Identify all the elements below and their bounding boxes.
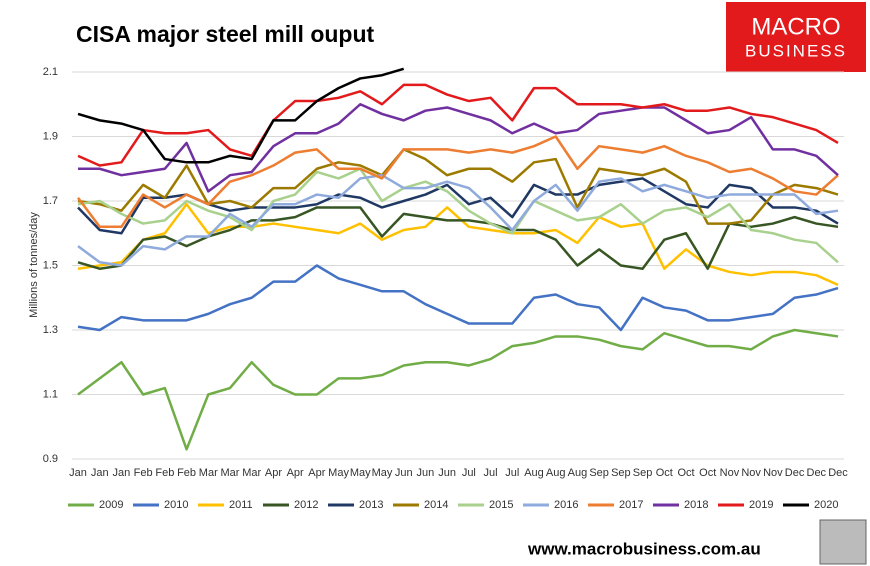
legend-label: 2014 xyxy=(424,499,448,511)
x-tick-label: Apr xyxy=(308,467,325,479)
chart-title: CISA major steel mill ouput xyxy=(76,21,375,47)
y-tick-label: 1.3 xyxy=(43,324,58,336)
x-tick-label: Nov xyxy=(720,467,740,479)
line xyxy=(77,264,839,332)
x-tick-label: Jun xyxy=(438,467,456,479)
legend-label: 2019 xyxy=(749,499,773,511)
x-tick-label: Oct xyxy=(699,467,716,479)
x-tick-label: Sep xyxy=(589,467,609,479)
x-tick-label: Oct xyxy=(677,467,694,479)
line xyxy=(77,202,839,286)
x-tick-label: Dec xyxy=(785,467,805,479)
x-tick-label: Apr xyxy=(287,467,304,479)
x-tick-label: Sep xyxy=(611,467,631,479)
x-tick-label: Jan xyxy=(91,467,109,479)
x-tick-label: Jun xyxy=(395,467,413,479)
x-tick-label: Aug xyxy=(524,467,544,479)
x-tick-label: Jan xyxy=(69,467,87,479)
y-tick-label: 1.1 xyxy=(43,388,58,400)
y-tick-label: 2.1 xyxy=(43,66,58,78)
legend-label: 2009 xyxy=(99,499,123,511)
legend-label: 2020 xyxy=(814,499,838,511)
x-tick-label: May xyxy=(328,467,349,479)
x-tick-label: Nov xyxy=(741,467,761,479)
x-tick-label: Apr xyxy=(265,467,282,479)
logo-box xyxy=(726,2,866,72)
x-tick-label: Mar xyxy=(242,467,261,479)
x-tick-label: Aug xyxy=(546,467,566,479)
x-tick-label: Mar xyxy=(199,467,218,479)
line xyxy=(77,206,839,270)
legend-label: 2012 xyxy=(294,499,318,511)
x-tick-label: Jul xyxy=(505,467,519,479)
legend-label: 2018 xyxy=(684,499,708,511)
x-tick-label: Aug xyxy=(568,467,588,479)
x-tick-label: Feb xyxy=(177,467,196,479)
y-axis-label: Millions of tonnes/day xyxy=(28,212,40,318)
y-tick-label: 1.9 xyxy=(43,130,58,142)
line xyxy=(77,67,405,164)
x-tick-label: May xyxy=(372,467,393,479)
source: www.macrobusiness.com.au xyxy=(527,539,761,558)
x-tick-label: Sep xyxy=(633,467,653,479)
x-tick-label: Dec xyxy=(828,467,848,479)
line xyxy=(77,83,839,167)
legend-label: 2015 xyxy=(489,499,513,511)
x-tick-label: May xyxy=(350,467,371,479)
legend-label: 2017 xyxy=(619,499,643,511)
y-tick-label: 1.7 xyxy=(43,195,58,207)
legend-label: 2010 xyxy=(164,499,188,511)
logo-text: MACRO xyxy=(751,13,840,40)
x-tick-label: Nov xyxy=(763,467,783,479)
line xyxy=(77,148,839,225)
x-tick-label: Jun xyxy=(417,467,435,479)
logo-icon xyxy=(819,519,867,565)
x-tick-label: Feb xyxy=(134,467,153,479)
x-tick-label: Feb xyxy=(155,467,174,479)
legend-label: 2013 xyxy=(359,499,383,511)
line xyxy=(77,167,839,264)
x-tick-label: Oct xyxy=(656,467,673,479)
y-tick-label: 0.9 xyxy=(43,453,58,465)
x-tick-label: Jul xyxy=(484,467,498,479)
legend-label: 2011 xyxy=(229,499,253,511)
line xyxy=(77,173,839,267)
line xyxy=(77,328,839,451)
line xyxy=(78,103,839,193)
line xyxy=(76,135,839,229)
logo-text: BUSINESS xyxy=(745,41,847,60)
x-tick-label: Jul xyxy=(462,467,476,479)
x-tick-label: Jan xyxy=(113,467,131,479)
x-tick-label: Mar xyxy=(221,467,240,479)
x-tick-label: Dec xyxy=(807,467,827,479)
legend-label: 2016 xyxy=(554,499,578,511)
y-tick-label: 1.5 xyxy=(43,259,58,271)
